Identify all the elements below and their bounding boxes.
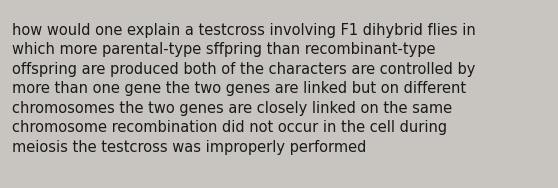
Text: how would one explain a testcross involving F1 dihybrid flies in
which more pare: how would one explain a testcross involv… <box>12 23 476 155</box>
